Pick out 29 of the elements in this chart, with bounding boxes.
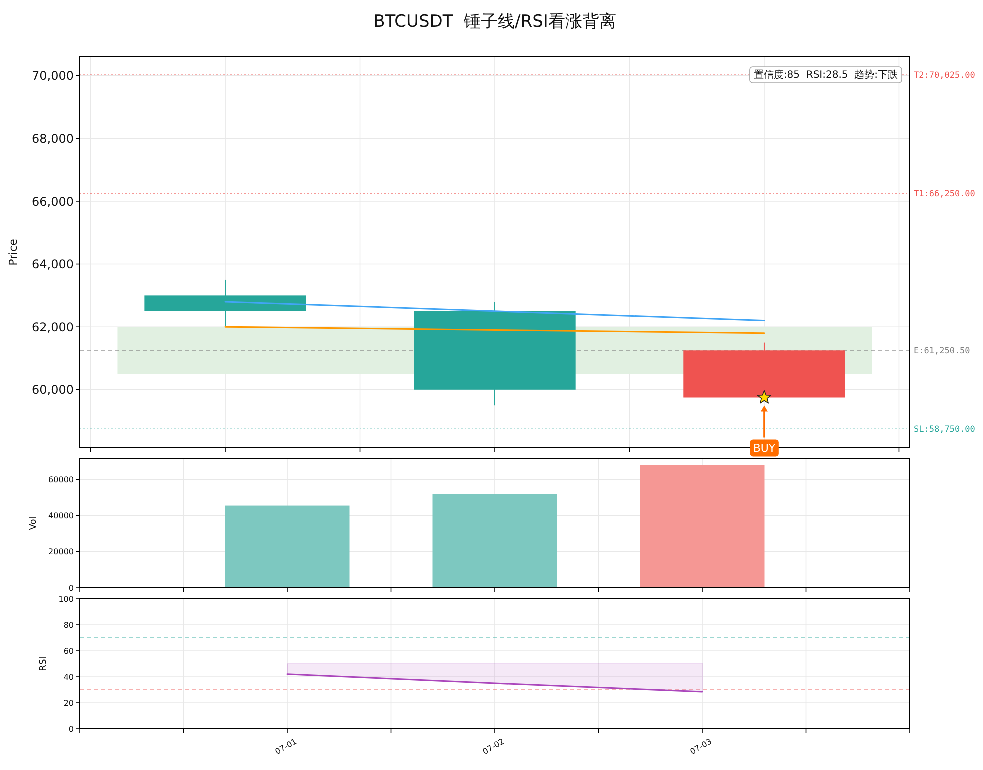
y-tick-label: 20000 — [48, 548, 74, 557]
y-tick-label: 70,000 — [32, 69, 74, 84]
y-tick-label: 60000 — [48, 475, 74, 484]
ref-line-label: T2:70,025.00 — [914, 71, 976, 82]
y-tick-label: 68,000 — [32, 132, 74, 146]
bar — [640, 465, 765, 588]
bar — [225, 506, 350, 588]
y-tick-label: 0 — [68, 724, 74, 734]
ref-line-label: E:61,250.50 — [914, 346, 970, 357]
bar — [432, 494, 558, 588]
y-tick-label: 62,000 — [32, 320, 74, 334]
y-axis-title: RSI — [39, 656, 49, 672]
y-tick-label: 40 — [64, 672, 74, 682]
y-tick-label: 60,000 — [32, 383, 74, 398]
ref-line-label: T1:66,250.00 — [914, 190, 976, 200]
y-tick-label: 80 — [64, 620, 74, 630]
y-tick-label: 20 — [64, 698, 74, 708]
annotation: BUY — [753, 442, 776, 455]
y-tick-label: 64,000 — [32, 258, 74, 272]
y-axis-title: Price — [7, 238, 20, 266]
y-tick-label: 0 — [68, 584, 74, 593]
ref-line-label: SL:58,750.00 — [914, 425, 976, 436]
y-tick-label: 60 — [64, 646, 74, 656]
annotation: 置信度:85 RSI:28.5 趋势:下跌 — [754, 69, 898, 81]
y-tick-label: 66,000 — [32, 194, 74, 209]
y-tick-label: 100 — [58, 594, 74, 604]
y-tick-label: 40000 — [48, 512, 74, 521]
chart-title: BTCUSDT 锤子线/RSI看涨背离 — [374, 12, 616, 32]
y-axis-title: Vol — [29, 516, 39, 530]
